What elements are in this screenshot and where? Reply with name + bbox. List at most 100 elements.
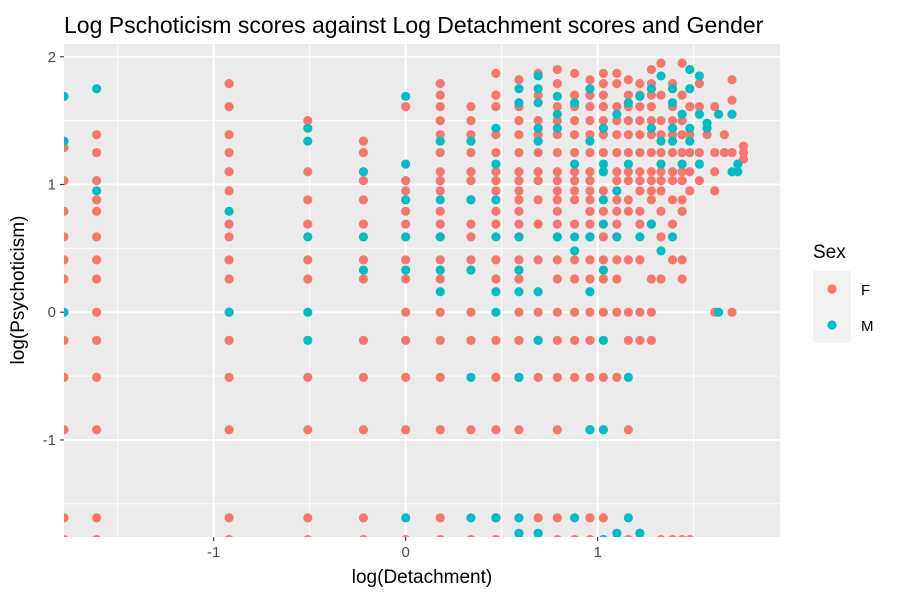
point-f-294 xyxy=(646,195,656,205)
point-m-101 xyxy=(677,159,687,169)
point-f-282 xyxy=(635,335,645,345)
point-f-76 xyxy=(435,90,445,100)
point-f-171 xyxy=(552,219,562,229)
point-f-55 xyxy=(358,219,369,229)
point-f-164 xyxy=(552,130,562,140)
point-f-238 xyxy=(612,101,622,112)
point-f-43 xyxy=(303,195,313,205)
point-f-344 xyxy=(702,130,712,140)
y-axis: -1 0 1 2 xyxy=(43,49,64,449)
point-f-105 xyxy=(466,307,476,317)
point-m-90 xyxy=(646,219,656,229)
data-points xyxy=(64,58,749,537)
point-m-69 xyxy=(598,159,609,169)
point-f-2 xyxy=(64,206,69,216)
point-f-230 xyxy=(598,255,609,265)
point-f-212 xyxy=(585,274,595,284)
point-f-170 xyxy=(552,206,562,216)
point-m-87 xyxy=(635,528,645,537)
point-f-355 xyxy=(727,307,737,317)
point-f-195 xyxy=(570,335,580,345)
point-f-318 xyxy=(667,195,678,205)
point-f-165 xyxy=(552,147,562,158)
point-f-51 xyxy=(358,136,369,146)
point-f-158 xyxy=(533,513,543,523)
point-f-154 xyxy=(533,255,543,265)
point-f-223 xyxy=(598,116,609,126)
point-f-341 xyxy=(694,101,704,112)
point-f-180 xyxy=(553,534,562,537)
point-m-49 xyxy=(533,123,543,133)
point-m-80 xyxy=(612,528,622,537)
point-m-71 xyxy=(598,195,609,205)
point-f-310 xyxy=(657,534,665,537)
point-f-143 xyxy=(514,425,524,435)
point-f-58 xyxy=(358,335,369,345)
point-f-95 xyxy=(466,101,476,112)
point-f-24 xyxy=(92,534,101,537)
point-f-134 xyxy=(514,195,524,205)
point-f-179 xyxy=(552,513,562,523)
point-f-314 xyxy=(667,130,678,140)
point-f-125 xyxy=(492,534,500,537)
point-m-43 xyxy=(514,372,524,382)
point-f-75 xyxy=(435,78,445,89)
point-f-153 xyxy=(533,219,543,229)
point-f-254 xyxy=(623,75,633,85)
point-f-177 xyxy=(552,372,562,382)
point-f-14 xyxy=(92,195,102,205)
point-m-31 xyxy=(491,123,501,133)
point-f-241 xyxy=(612,147,622,158)
point-f-299 xyxy=(656,58,666,68)
point-f-28 xyxy=(224,147,234,158)
point-f-298 xyxy=(646,335,656,345)
point-f-176 xyxy=(552,335,562,345)
point-f-97 xyxy=(466,130,476,140)
point-f-147 xyxy=(533,116,543,126)
point-f-39 xyxy=(224,513,234,523)
point-m-40 xyxy=(514,232,524,242)
point-m-48 xyxy=(533,98,543,108)
point-f-15 xyxy=(92,206,102,216)
point-f-280 xyxy=(635,255,645,265)
legend: Sex F M xyxy=(813,242,874,343)
point-f-87 xyxy=(435,255,445,265)
point-m-62 xyxy=(570,513,580,523)
point-f-252 xyxy=(612,372,622,382)
point-f-358 xyxy=(738,141,749,151)
point-m-85 xyxy=(635,91,645,101)
point-f-109 xyxy=(491,68,501,78)
point-m-98 xyxy=(667,136,678,146)
point-f-284 xyxy=(646,64,656,75)
point-f-304 xyxy=(656,167,666,177)
point-f-207 xyxy=(585,195,595,205)
point-f-5 xyxy=(64,274,69,284)
point-f-34 xyxy=(224,274,234,284)
point-f-303 xyxy=(656,147,666,158)
point-m-33 xyxy=(491,195,501,205)
point-f-275 xyxy=(635,167,645,177)
point-f-227 xyxy=(598,186,609,196)
point-f-33 xyxy=(224,255,234,265)
point-f-92 xyxy=(435,425,445,435)
point-m-75 xyxy=(598,425,609,435)
point-f-329 xyxy=(677,195,687,205)
point-f-348 xyxy=(710,186,720,196)
point-f-102 xyxy=(466,219,476,229)
point-m-56 xyxy=(552,123,562,133)
point-f-18 xyxy=(92,274,102,284)
point-f-315 xyxy=(667,147,678,158)
point-f-289 xyxy=(646,130,656,140)
point-f-258 xyxy=(623,130,633,140)
point-f-61 xyxy=(358,513,369,523)
point-f-8 xyxy=(64,425,69,435)
point-f-45 xyxy=(303,255,313,265)
point-f-161 xyxy=(552,78,562,89)
point-m-64 xyxy=(585,136,595,146)
legend-marker-f xyxy=(827,284,837,294)
point-f-60 xyxy=(358,425,369,435)
point-f-40 xyxy=(225,534,233,537)
point-m-77 xyxy=(612,109,622,119)
point-f-243 xyxy=(612,176,622,186)
point-f-245 xyxy=(612,195,622,205)
